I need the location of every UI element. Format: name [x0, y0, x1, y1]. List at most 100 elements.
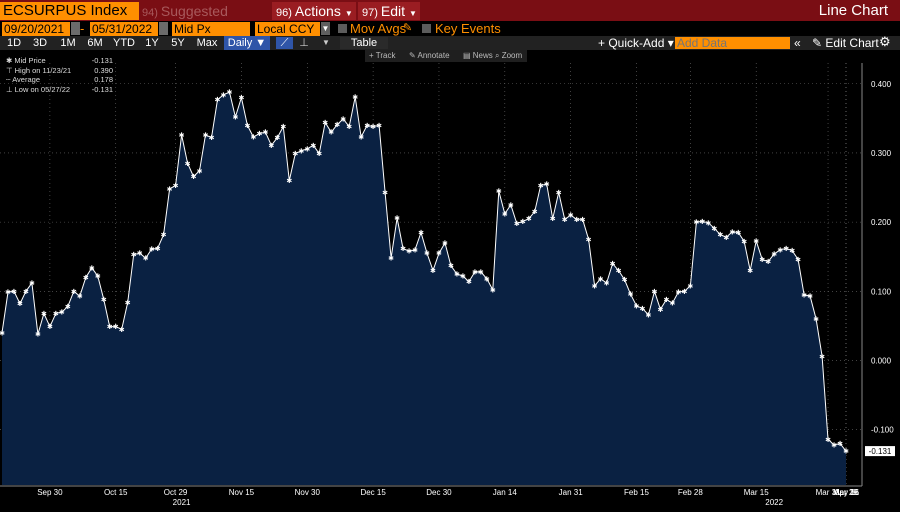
data-point: ✱ — [292, 150, 298, 158]
y-tick-label: 0.300 — [871, 149, 892, 158]
data-point: ✱ — [346, 123, 352, 131]
edit-menu[interactable]: 97) Edit ▼ — [358, 2, 420, 20]
data-point: ✱ — [71, 288, 77, 296]
data-point: ✱ — [215, 96, 221, 104]
price-field-select[interactable]: Mid Px — [172, 22, 250, 36]
data-point: ✱ — [574, 216, 580, 224]
data-point: ✱ — [185, 160, 191, 168]
data-point: ✱ — [520, 218, 526, 226]
data-point: ✱ — [274, 134, 280, 142]
x-tick-label: Mar 15 — [744, 488, 769, 497]
data-point: ✱ — [544, 181, 550, 189]
data-point: ✱ — [304, 145, 310, 153]
edit-chart-button[interactable]: ✎ Edit Chart — [812, 36, 879, 50]
last-value-label: -0.131 — [869, 447, 892, 456]
data-point: ✱ — [484, 275, 490, 283]
data-point: ✱ — [364, 122, 370, 130]
data-point: ✱ — [113, 323, 119, 331]
period-1y[interactable]: 1Y — [145, 37, 159, 49]
x-tick-label: Sep 30 — [37, 488, 63, 497]
line-chart-icon[interactable]: ⟋ — [276, 37, 293, 49]
data-point: ✱ — [47, 323, 53, 331]
data-point: ✱ — [616, 267, 622, 275]
data-point: ✱ — [723, 234, 729, 242]
period-max[interactable]: Max — [196, 37, 218, 49]
data-point: ✱ — [759, 256, 765, 264]
x-tick-label: Dec 30 — [426, 488, 452, 497]
period-ytd[interactable]: YTD — [113, 37, 135, 49]
y-tick-label: 0.100 — [871, 287, 892, 296]
currency-select[interactable]: Local CCY — [255, 22, 320, 36]
calendar-icon[interactable] — [159, 22, 168, 35]
data-point: ✱ — [149, 246, 155, 254]
data-point: ✱ — [29, 279, 35, 287]
track-tool[interactable]: + Track — [369, 51, 396, 60]
data-point: ✱ — [699, 218, 705, 226]
data-point: ✱ — [705, 219, 711, 227]
chevron-down-icon[interactable]: ▼ — [321, 22, 330, 35]
table-button[interactable]: Table — [340, 37, 388, 49]
x-tick-label: Feb 15 — [624, 488, 649, 497]
zoom-tool[interactable]: ⌕ Zoom — [495, 51, 523, 60]
collapse-icon[interactable]: « — [794, 36, 801, 50]
data-point: ✱ — [310, 142, 316, 150]
x-tick-label: Oct 15 — [104, 488, 128, 497]
last-value-box — [865, 446, 895, 457]
data-point: ✱ — [640, 305, 646, 313]
data-point: ✱ — [514, 220, 520, 228]
data-point: ✱ — [466, 278, 472, 286]
gear-icon[interactable]: ⚙ — [879, 34, 891, 49]
data-point: ✱ — [77, 293, 83, 301]
data-point: ✱ — [753, 237, 759, 245]
period-5y[interactable]: 5Y — [171, 37, 185, 49]
legend-value: -0.131 — [91, 85, 113, 95]
bar-style-icon[interactable]: ⊥ — [299, 37, 309, 49]
frequency-select[interactable]: Daily ▼ — [224, 36, 270, 50]
data-point: ✱ — [298, 147, 304, 155]
mov-avgs-checkbox[interactable] — [338, 24, 347, 33]
quick-add-button[interactable]: + Quick-Add ▾ — [598, 36, 674, 50]
actions-menu[interactable]: 96) Actions ▼ — [272, 2, 356, 20]
data-point: ✱ — [508, 201, 514, 209]
add-data-input[interactable] — [675, 37, 790, 49]
x-tick-label: May 16 — [833, 488, 860, 497]
x-tick-label: Mar 31 — [816, 488, 841, 497]
key-events-checkbox[interactable] — [422, 24, 431, 33]
period-3d[interactable]: 3D — [32, 37, 48, 49]
data-point: ✱ — [502, 210, 508, 218]
data-point: ✱ — [430, 267, 436, 275]
pencil-icon[interactable]: ✎ — [403, 22, 413, 34]
start-date-field[interactable]: 09/20/2021 — [2, 22, 70, 36]
data-point: ✱ — [35, 331, 41, 339]
data-point: ✱ — [59, 309, 65, 317]
calendar-icon[interactable] — [71, 22, 80, 35]
data-point: ✱ — [538, 182, 544, 190]
date-separator: - — [80, 21, 85, 36]
data-point: ✱ — [813, 315, 819, 323]
end-date-field[interactable]: 05/31/2022 — [90, 22, 158, 36]
data-point: ✱ — [388, 255, 394, 263]
x-tick-label: Jan 31 — [559, 488, 584, 497]
data-point: ✱ — [23, 288, 29, 296]
data-point: ✱ — [789, 247, 795, 255]
data-point: ✱ — [406, 248, 412, 256]
data-point: ✱ — [424, 250, 430, 258]
data-point: ✱ — [568, 212, 574, 220]
legend-label: ⊥ Low on 05/27/22 — [6, 85, 71, 95]
data-point: ✱ — [526, 215, 532, 223]
chevron-down-icon[interactable]: ▼ — [322, 38, 330, 47]
data-point: ✱ — [478, 268, 484, 276]
period-1m[interactable]: 1M — [60, 37, 76, 49]
y-tick-label: -0.100 — [871, 426, 894, 435]
data-point: ✱ — [717, 231, 723, 239]
news-tool[interactable]: ▤ News — [463, 51, 493, 60]
period-1d[interactable]: 1D — [6, 37, 22, 49]
ticker-field[interactable]: ECSURPUS Index — [0, 2, 139, 20]
data-point: ✱ — [137, 250, 143, 258]
x-tick-label: Dec 15 — [360, 488, 386, 497]
period-6m[interactable]: 6M — [87, 37, 103, 49]
annotate-tool[interactable]: ✎ Annotate — [409, 51, 450, 60]
data-point: ✱ — [658, 306, 664, 314]
legend: ✱ Mid Price -0.131 ⊤ High on 11/23/21 0.… — [6, 56, 113, 95]
